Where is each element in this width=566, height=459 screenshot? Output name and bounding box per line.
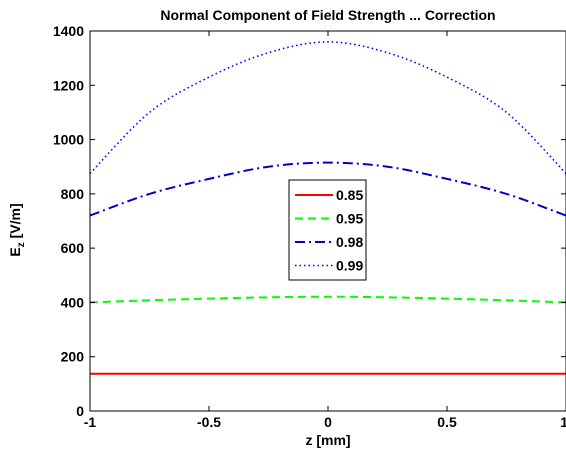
- y-tick-label: 1200: [53, 77, 84, 93]
- legend: 0.85 0.95 0.98 0.99: [288, 179, 367, 281]
- series-line-0-98: [89, 161, 566, 217]
- legend-label: 0.99: [336, 258, 363, 274]
- x-tick-label: -0.5: [197, 414, 221, 430]
- y-tick-label: 1000: [53, 132, 84, 148]
- legend-label: 0.98: [336, 234, 363, 250]
- x-axis-label: z [mm]: [305, 432, 351, 448]
- y-tick-label: 600: [61, 240, 85, 256]
- y-tick-label: 200: [61, 349, 85, 365]
- x-tick-label: 1: [560, 414, 566, 430]
- x-tick-label: 0: [324, 414, 332, 430]
- x-tick-label: 0.5: [437, 414, 457, 430]
- x-tick-label: -1: [84, 414, 97, 430]
- series-line-0-99: [89, 41, 566, 175]
- axes-layer: -1 -0.5 0 0.5 1 0 200 400 600 800 1000 1200 1400: [53, 23, 566, 430]
- y-tick-label: 1400: [53, 23, 84, 39]
- y-tick-label: 400: [61, 294, 85, 310]
- legend-box: [288, 179, 367, 281]
- y-tick-label: 0: [76, 403, 84, 419]
- legend-label: 0.95: [336, 211, 363, 227]
- legend-label: 0.85: [336, 187, 363, 203]
- chart-title: Normal Component of Field Strength ... C…: [160, 7, 496, 23]
- series-layer: [89, 41, 566, 375]
- y-tick-label: 800: [61, 186, 85, 202]
- series-line-0-95: [89, 295, 566, 304]
